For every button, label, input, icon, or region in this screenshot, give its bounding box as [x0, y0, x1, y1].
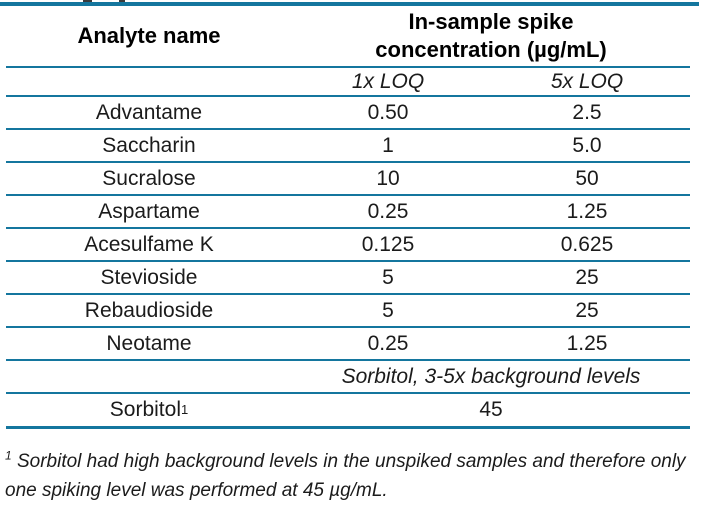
footnote-line2: one spiking level was performed at 45 µg… [5, 480, 388, 502]
table-row: Advantame 0.50 2.5 [6, 97, 690, 130]
table-top-border [0, 2, 699, 6]
footnote-text1: Sorbitol had high background levels in t… [11, 451, 686, 472]
loq1-cell: 5 [382, 298, 394, 322]
header-spike-line1: In-sample spike [408, 9, 574, 35]
loq1-cell: 0.25 [367, 331, 409, 355]
loq5-cell: 1.25 [566, 199, 608, 223]
subheader-empty-cell [6, 68, 292, 95]
header-spike-line2: concentration (µg/mL) [375, 36, 607, 62]
sorbitol-background-note: Sorbitol, 3-5x background levels [341, 364, 641, 388]
analyte-name-cell: Sorbitol 1 [109, 398, 189, 422]
loq5-cell: 5.0 [572, 133, 602, 157]
analyte-name-cell: Sucralose [102, 166, 196, 190]
table-row: Neotame 0.25 1.25 [6, 328, 690, 361]
loq1-cell: 0.25 [367, 199, 409, 223]
table-row: Aspartame 0.25 1.25 [6, 196, 690, 229]
table-footnote: 1 Sorbitol had high background levels in… [5, 447, 705, 506]
header-analyte-name: Analyte name [77, 22, 221, 48]
cropped-text-artifact [83, 0, 92, 2]
table-subheader-row: 1x LOQ 5x LOQ [6, 68, 690, 97]
analyte-name-cell: Aspartame [98, 199, 200, 223]
table-row: Acesulfame K 0.125 0.625 [6, 229, 690, 262]
footnote-marker: 1 [5, 448, 12, 463]
sorbitol-label: Sorbitol [109, 398, 181, 422]
loq5-cell: 1.25 [566, 331, 608, 355]
loq5-cell: 0.625 [560, 232, 614, 256]
loq1-cell: 10 [376, 166, 400, 190]
loq5-cell: 25 [575, 265, 599, 289]
subheader-1x-loq: 1x LOQ [351, 69, 425, 93]
loq1-cell: 0.50 [367, 100, 409, 124]
loq1-cell: 0.125 [361, 232, 415, 256]
loq1-cell: 1 [382, 133, 394, 157]
analyte-name-cell: Advantame [95, 100, 203, 124]
analyte-name-cell: Rebaudioside [84, 298, 214, 322]
analyte-name-cell: Neotame [106, 331, 192, 355]
table-row: Saccharin 1 5.0 [6, 130, 690, 163]
cropped-text-artifact [119, 0, 125, 2]
sorbitol-background-row: Sorbitol, 3-5x background levels [6, 361, 690, 394]
analyte-name-cell: Acesulfame K [84, 232, 214, 256]
spike-concentration-table: Analyte name In-sample spike concentrati… [6, 6, 690, 429]
loq5-cell: 25 [575, 298, 599, 322]
loq1-cell: 5 [382, 265, 394, 289]
analyte-name-cell: Saccharin [102, 133, 196, 157]
loq5-cell: 50 [575, 166, 599, 190]
table-row: Rebaudioside 5 25 [6, 295, 690, 328]
table-row: Sucralose 10 50 [6, 163, 690, 196]
header-spike-concentration: In-sample spike concentration (µg/mL) [292, 6, 690, 66]
table-row: Stevioside 5 25 [6, 262, 690, 295]
sorbitol-value-cell: 45 [479, 398, 503, 422]
table-header-row: Analyte name In-sample spike concentrati… [6, 6, 690, 68]
loq5-cell: 2.5 [572, 100, 602, 124]
sorbitol-row: Sorbitol 1 45 [6, 394, 690, 429]
analyte-name-cell: Stevioside [100, 265, 198, 289]
subheader-5x-loq: 5x LOQ [550, 69, 624, 93]
empty-cell [6, 361, 292, 392]
footnote-line1: 1 Sorbitol had high background levels in… [5, 447, 705, 476]
